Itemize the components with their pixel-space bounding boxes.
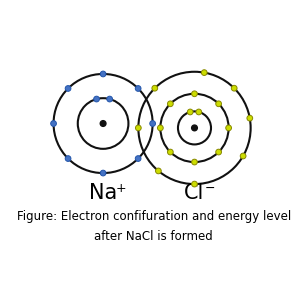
Circle shape: [65, 156, 71, 161]
Circle shape: [192, 181, 197, 187]
Circle shape: [100, 170, 106, 176]
Circle shape: [167, 101, 173, 107]
Circle shape: [167, 149, 173, 155]
Circle shape: [196, 109, 202, 115]
Circle shape: [192, 125, 197, 131]
Circle shape: [150, 121, 155, 126]
Circle shape: [100, 121, 106, 126]
Circle shape: [192, 91, 197, 97]
Circle shape: [135, 156, 141, 161]
Circle shape: [100, 71, 106, 77]
Circle shape: [216, 149, 221, 155]
Text: Cl: Cl: [184, 183, 205, 203]
Circle shape: [136, 125, 141, 131]
Circle shape: [216, 101, 221, 107]
Circle shape: [51, 121, 56, 126]
Circle shape: [240, 153, 246, 159]
Text: Na: Na: [89, 183, 117, 203]
Text: −: −: [205, 182, 216, 195]
Circle shape: [135, 86, 141, 91]
Circle shape: [201, 70, 207, 76]
Circle shape: [158, 125, 163, 131]
Circle shape: [226, 125, 232, 131]
Text: Figure: Electron confifuration and energy level: Figure: Electron confifuration and energ…: [16, 210, 291, 223]
Circle shape: [107, 96, 112, 102]
Circle shape: [155, 168, 161, 174]
Circle shape: [152, 85, 158, 91]
Circle shape: [65, 86, 71, 91]
Text: +: +: [115, 182, 126, 195]
Circle shape: [247, 115, 253, 121]
Circle shape: [192, 159, 197, 165]
Text: after NaCl is formed: after NaCl is formed: [94, 231, 213, 243]
Circle shape: [231, 85, 237, 91]
Circle shape: [188, 109, 193, 115]
Circle shape: [94, 96, 99, 102]
